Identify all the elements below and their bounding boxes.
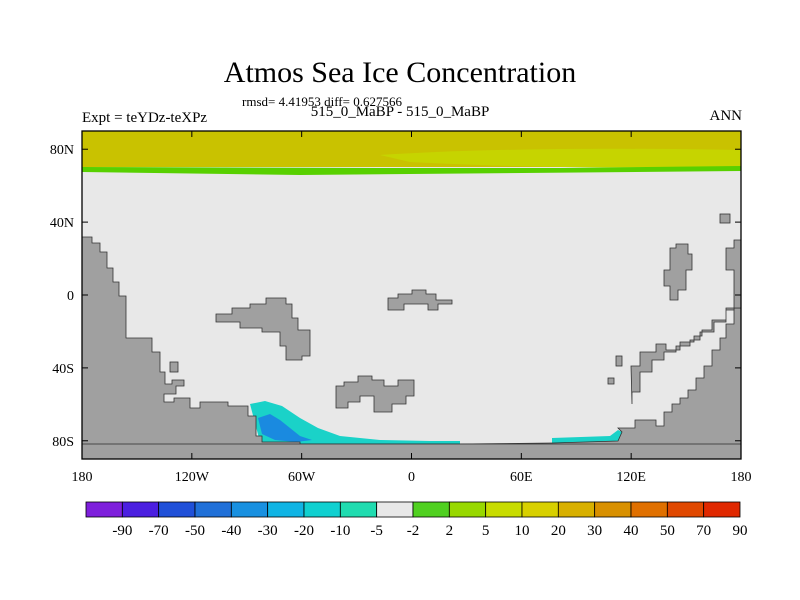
antarctic-cyan-band xyxy=(250,401,460,444)
x-tick-label: 0 xyxy=(408,470,415,485)
colorbar-box xyxy=(230,501,269,518)
colorbar-label: -70 xyxy=(149,523,169,539)
x-tick-label: 180 xyxy=(72,470,93,485)
colorbar-label: 30 xyxy=(587,523,602,539)
colorbar-label: -50 xyxy=(185,523,205,539)
colorbar-box xyxy=(267,501,305,518)
colorbar-box xyxy=(485,501,523,518)
colorbar-label: -10 xyxy=(330,523,350,539)
land-islet-1 xyxy=(719,213,731,224)
colorbar-box xyxy=(121,501,160,518)
colorbar-label: 20 xyxy=(551,523,566,539)
x-tick-label: 180 xyxy=(731,470,752,485)
colorbar-box xyxy=(303,501,341,518)
colorbar-box xyxy=(85,501,123,518)
colorbar-box xyxy=(703,501,741,518)
colorbar-box xyxy=(412,501,450,518)
colorbar-label: -2 xyxy=(407,523,420,539)
colorbar-label: -90 xyxy=(112,523,132,539)
land-islet-3 xyxy=(615,355,623,367)
y-tick-label: 40N xyxy=(50,216,74,231)
colorbar-label: -30 xyxy=(258,523,278,539)
plot-title: Atmos Sea Ice Concentration xyxy=(223,56,577,89)
x-axis: 180 120W 60W 0 60E 120E 180 xyxy=(72,131,752,485)
arctic-ice-edge xyxy=(82,166,741,175)
y-tick-label: 0 xyxy=(67,289,74,304)
colorbar-box xyxy=(630,501,668,518)
x-tick-label: 60E xyxy=(510,470,533,485)
colorbar-label: 5 xyxy=(482,523,490,539)
season-label: ANN xyxy=(709,108,743,124)
land-islet-4 xyxy=(607,377,615,385)
colorbar-box xyxy=(521,501,559,518)
land-africa xyxy=(215,297,311,361)
land-small-central xyxy=(387,289,453,311)
colorbar-label: 40 xyxy=(624,523,639,539)
x-tick-label: 120E xyxy=(616,470,646,485)
colorbar: -90 -70 -50 -40 -30 -20 -10 -5 -2 2 5 10 20 30 40 50 70 9… xyxy=(85,501,748,539)
colorbar-label: 90 xyxy=(733,523,748,539)
colorbar-label: 50 xyxy=(660,523,675,539)
colorbar-box xyxy=(158,501,196,518)
colorbar-label: -5 xyxy=(370,523,383,539)
land-americas xyxy=(81,236,742,460)
colorbar-box xyxy=(194,501,232,518)
colorbar-box xyxy=(376,501,414,518)
land-south-central xyxy=(335,375,415,413)
antarctic-cyan-east xyxy=(552,430,622,443)
x-tick-label: 120W xyxy=(175,470,210,485)
colorbar-label: -40 xyxy=(221,523,241,539)
colorbar-label: 2 xyxy=(446,523,454,539)
colorbar-label: 10 xyxy=(515,523,530,539)
colorbar-label: -20 xyxy=(294,523,314,539)
x-tick-label: 60W xyxy=(288,470,316,485)
colorbar-box xyxy=(594,501,632,518)
plot-subtitle: 515_0_MaBP - 515_0_MaBP xyxy=(310,104,490,120)
colorbar-box xyxy=(666,501,705,518)
y-tick-label: 80N xyxy=(50,143,74,158)
map-area xyxy=(81,130,742,460)
colorbar-box xyxy=(448,501,487,518)
y-tick-label: 40S xyxy=(52,362,74,377)
antarctic-blue-band xyxy=(258,414,312,442)
stats-text: rmsd= 4.41953 diff= 0.627566 xyxy=(242,94,402,109)
land-islet-2 xyxy=(169,361,179,373)
colorbar-box xyxy=(339,501,378,518)
experiment-label: Expt = teYDz-teXPz xyxy=(82,110,208,126)
colorbar-label: 70 xyxy=(696,523,711,539)
y-axis: 80N 40N 0 40S 80S xyxy=(50,143,741,450)
y-tick-label: 80S xyxy=(52,435,74,450)
land-east-island xyxy=(663,243,693,301)
arctic-ice-band xyxy=(380,148,741,168)
colorbar-box xyxy=(557,501,596,518)
land-australia-block xyxy=(630,239,742,405)
